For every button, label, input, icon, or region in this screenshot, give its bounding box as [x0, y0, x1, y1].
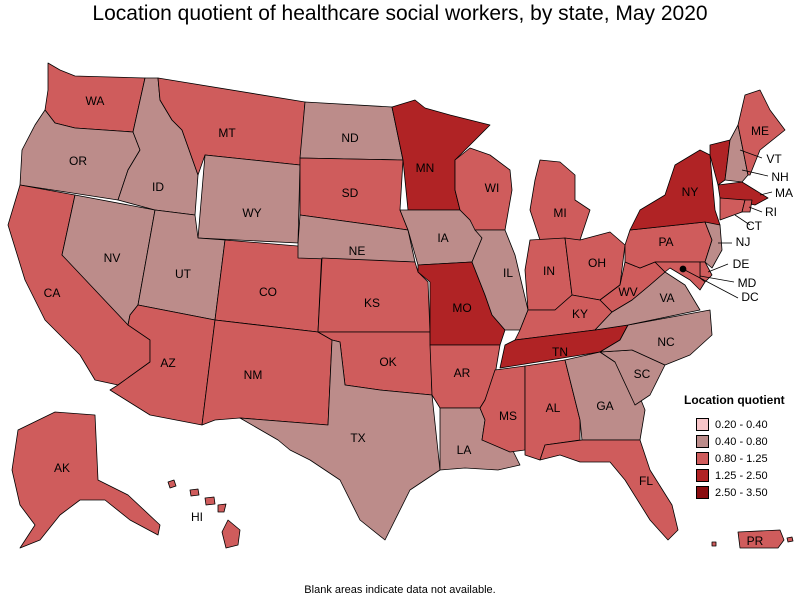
label-ut: UT [175, 267, 192, 281]
state-nm[interactable] [201, 319, 333, 426]
label-nm: NM [244, 368, 263, 382]
label-la: LA [457, 443, 472, 457]
label-pr: PR [747, 534, 764, 548]
state-ak[interactable] [11, 411, 161, 549]
state-ct[interactable] [719, 197, 746, 221]
label-nc: NC [657, 335, 675, 349]
label-mt: MT [218, 126, 236, 140]
state-wy[interactable] [197, 154, 301, 244]
state-mi[interactable] [529, 159, 591, 241]
label-wi: WI [485, 181, 500, 195]
label-il: IL [503, 266, 513, 280]
label-al: AL [546, 401, 561, 415]
leader-lines [682, 149, 773, 299]
footnote: Blank areas indicate data not available. [304, 584, 496, 596]
legend-label: 1.25 - 2.50 [715, 469, 768, 482]
label-wy: WY [242, 206, 261, 220]
state-md[interactable] [654, 261, 706, 291]
label-dc: DC [741, 290, 759, 304]
label-md: MD [738, 276, 757, 290]
label-me: ME [751, 124, 769, 138]
label-az: AZ [160, 356, 175, 370]
label-id: ID [152, 180, 164, 194]
label-va: VA [659, 291, 674, 305]
label-hi: HI [191, 510, 203, 524]
label-nv: NV [104, 251, 121, 265]
label-fl: FL [639, 474, 653, 488]
legend: Location quotient 0.20 - 0.40 0.40 - 0.80… [684, 393, 800, 501]
label-mi: MI [553, 206, 566, 220]
label-mo: MO [452, 301, 471, 315]
label-ak: AK [54, 461, 70, 475]
legend-swatch [696, 469, 709, 482]
label-ia: IA [437, 231, 448, 245]
state-nj[interactable] [704, 221, 723, 269]
label-vt: VT [766, 152, 782, 166]
label-mn: MN [416, 161, 435, 175]
label-ok: OK [379, 355, 396, 369]
label-ky: KY [572, 307, 588, 321]
label-ks: KS [364, 296, 380, 310]
legend-label: 0.80 - 1.25 [715, 452, 768, 465]
label-tn: TN [552, 345, 568, 359]
legend-item: 0.20 - 0.40 [684, 416, 800, 433]
label-ct: CT [746, 219, 763, 233]
legend-swatch [696, 418, 709, 431]
label-ar: AR [454, 366, 471, 380]
legend-swatch [696, 486, 709, 499]
label-ga: GA [596, 399, 613, 413]
label-tx: TX [350, 431, 365, 445]
label-wv: WV [618, 285, 637, 299]
legend-label: 2.50 - 3.50 [715, 486, 768, 499]
legend-swatch [696, 452, 709, 465]
label-ny: NY [682, 185, 699, 199]
label-sc: SC [634, 367, 651, 381]
legend-title: Location quotient [684, 393, 785, 407]
label-sd: SD [342, 186, 359, 200]
label-ne: NE [349, 244, 366, 258]
label-nd: ND [341, 131, 359, 145]
label-ma: MA [775, 186, 793, 200]
state-ri[interactable] [741, 199, 753, 213]
label-co: CO [259, 285, 277, 299]
legend-item: 1.25 - 2.50 [684, 467, 800, 484]
state-nh[interactable] [724, 124, 749, 183]
legend-label: 0.40 - 0.80 [715, 435, 768, 448]
map-title: Location quotient of healthcare social w… [92, 2, 708, 25]
label-ms: MS [499, 409, 517, 423]
label-or: OR [69, 154, 87, 168]
state-vt[interactable] [709, 139, 731, 186]
label-nj: NJ [736, 235, 751, 249]
label-pa: PA [658, 235, 673, 249]
legend-item: 2.50 - 3.50 [684, 484, 800, 501]
label-oh: OH [588, 256, 606, 270]
legend-swatch [696, 435, 709, 448]
state-labels: WA OR CA NV ID MT WY UT AZ CO NM ND SD N… [44, 94, 793, 548]
label-ca: CA [44, 286, 61, 300]
label-in: IN [543, 264, 555, 278]
legend-label: 0.20 - 0.40 [715, 418, 768, 431]
state-ks[interactable] [317, 257, 431, 333]
label-wa: WA [86, 94, 105, 108]
state-hi[interactable] [167, 479, 241, 549]
state-il[interactable] [471, 229, 529, 331]
label-ri: RI [765, 205, 777, 219]
legend-items: 0.20 - 0.40 0.40 - 0.80 0.80 - 1.25 1.25 - … [684, 416, 800, 501]
state-fl[interactable] [539, 439, 679, 541]
state-pr[interactable] [711, 529, 794, 549]
state-tx[interactable] [239, 339, 441, 541]
legend-item: 0.80 - 1.25 [684, 450, 800, 467]
label-de: DE [733, 257, 750, 271]
state-nc[interactable] [599, 309, 713, 366]
label-nh: NH [771, 170, 788, 184]
legend-item: 0.40 - 0.80 [684, 433, 800, 450]
